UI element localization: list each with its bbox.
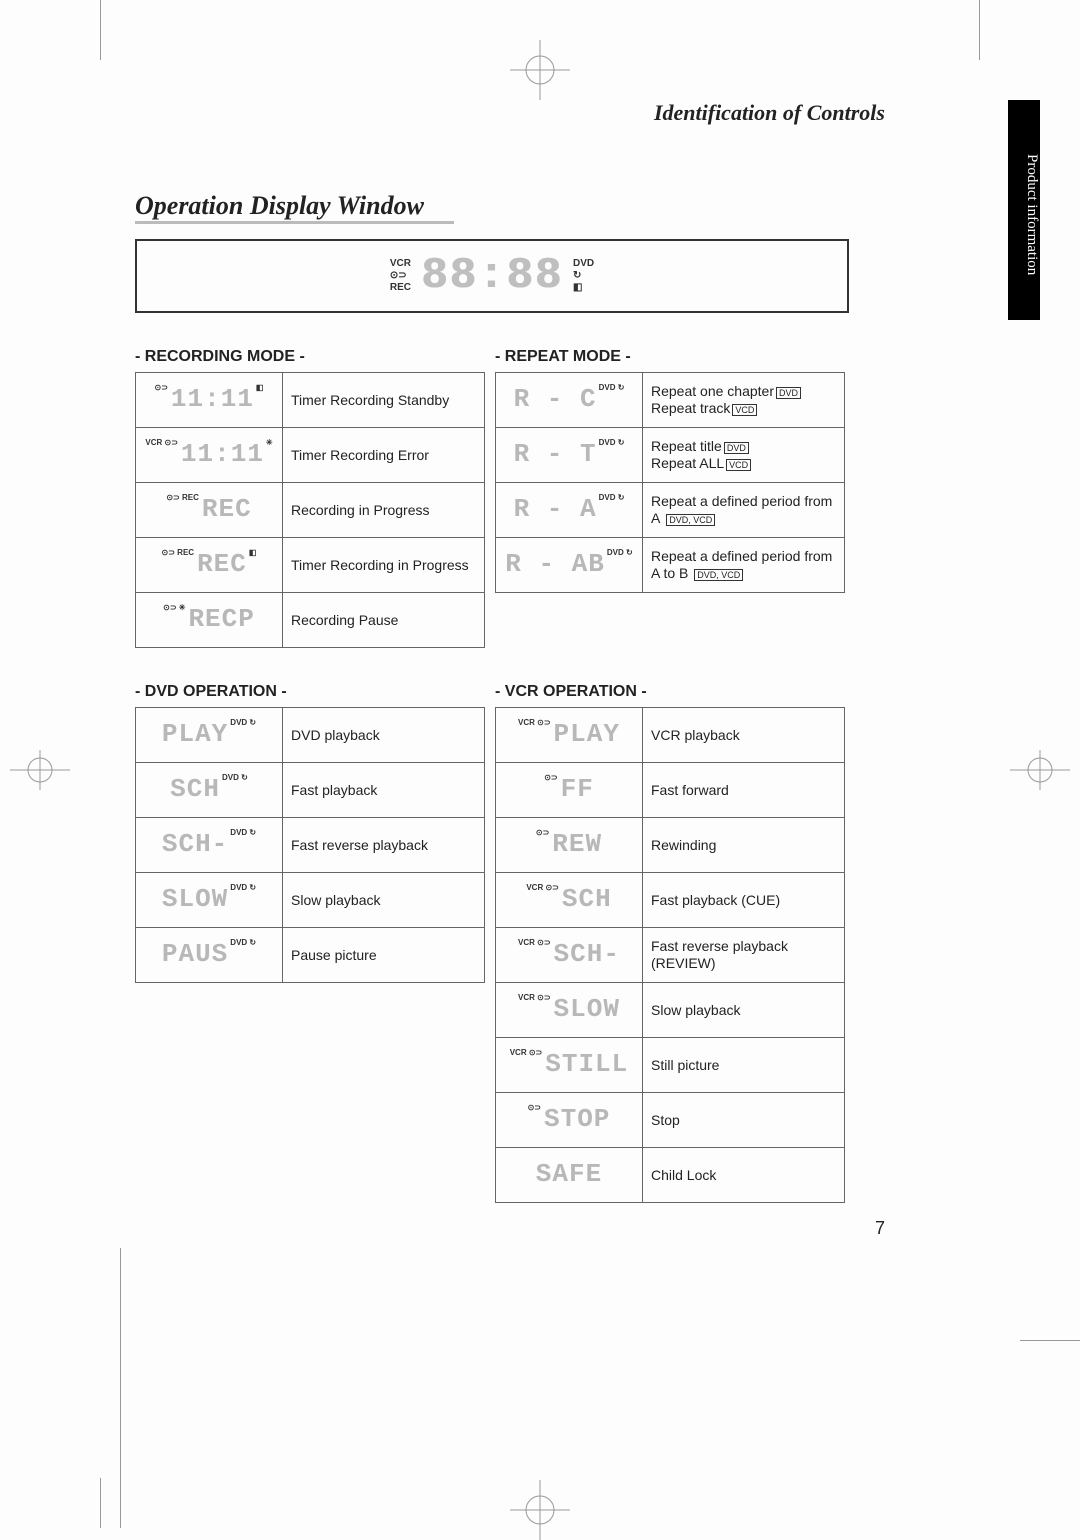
crop-line <box>120 1248 121 1528</box>
row-label: Slow playback <box>283 873 485 928</box>
recording-title: - RECORDING MODE - <box>135 348 495 366</box>
table-row: SAFEChild Lock <box>496 1148 845 1203</box>
row-label: Child Lock <box>643 1148 845 1203</box>
indicator-rec: REC <box>390 282 411 294</box>
page-number: 7 <box>135 1218 885 1239</box>
table-row: ⊙⊃11:11◧Timer Recording Standby <box>136 373 485 428</box>
row-label: Fast reverse playback (REVIEW) <box>643 928 845 983</box>
row-label: Timer Recording Standby <box>283 373 485 428</box>
table-row: VCR ⊙⊃PLAYVCR playback <box>496 708 845 763</box>
table-row: ⊙⊃ RECREC◧Timer Recording in Progress <box>136 538 485 593</box>
table-row: ⊙⊃FFFast forward <box>496 763 845 818</box>
table-row: VCR ⊙⊃SLOWSlow playback <box>496 983 845 1038</box>
vcr-table: VCR ⊙⊃PLAYVCR playback ⊙⊃FFFast forward … <box>495 707 845 1203</box>
indicator-vcr: VCR <box>390 258 411 270</box>
row-label: Repeat one chapterDVDRepeat trackVCD <box>643 373 845 428</box>
section-title: Operation Display Window <box>135 191 454 224</box>
row-label: Repeat a defined period from A DVD, VCD <box>643 483 845 538</box>
indicator-timer-icon: ◧ <box>573 282 582 294</box>
side-tab-label: Product information <box>1024 154 1040 275</box>
lcd-main-display: VCR ⊙⊃ REC 88:88 DVD ↻ ◧ <box>135 239 849 313</box>
breadcrumb: Identification of Controls <box>135 100 885 126</box>
table-row: SCHDVD ↻Fast playback <box>136 763 485 818</box>
table-row: VCR ⊙⊃SCH-Fast reverse playback (REVIEW) <box>496 928 845 983</box>
registration-mark-left <box>10 750 70 790</box>
recording-table: ⊙⊃11:11◧Timer Recording Standby VCR ⊙⊃11… <box>135 372 485 648</box>
crop-line <box>979 0 980 60</box>
registration-mark-right <box>1010 750 1070 790</box>
row-label: DVD playback <box>283 708 485 763</box>
table-row: R - CDVD ↻Repeat one chapterDVDRepeat tr… <box>496 373 845 428</box>
repeat-title: - REPEAT MODE - <box>495 348 855 366</box>
row-label: Recording Pause <box>283 593 485 648</box>
row-label: Timer Recording in Progress <box>283 538 485 593</box>
row-label: Fast reverse playback <box>283 818 485 873</box>
table-row: ⊙⊃ ✳RECPRecording Pause <box>136 593 485 648</box>
repeat-table: R - CDVD ↻Repeat one chapterDVDRepeat tr… <box>495 372 845 593</box>
table-row: PLAYDVD ↻DVD playback <box>136 708 485 763</box>
lcd-left-indicators: VCR ⊙⊃ REC <box>390 258 411 294</box>
crop-line <box>1020 1340 1080 1341</box>
registration-mark-bottom <box>510 1480 570 1540</box>
table-row: R - ABDVD ↻Repeat a defined period from … <box>496 538 845 593</box>
row-label: VCR playback <box>643 708 845 763</box>
side-tab: Product information <box>1008 100 1040 320</box>
table-row: SCH-DVD ↻Fast reverse playback <box>136 818 485 873</box>
row-label: Still picture <box>643 1038 845 1093</box>
row-label: Repeat a defined period from A to B DVD,… <box>643 538 845 593</box>
lcd-right-indicators: DVD ↻ ◧ <box>573 258 594 294</box>
indicator-dvd: DVD <box>573 258 594 270</box>
indicator-repeat-icon: ↻ <box>573 270 581 282</box>
table-row: SLOWDVD ↻Slow playback <box>136 873 485 928</box>
vcr-op-title: - VCR OPERATION - <box>495 683 855 701</box>
table-row: VCR ⊙⊃11:11✳Timer Recording Error <box>136 428 485 483</box>
crop-line <box>100 1478 101 1528</box>
table-row: VCR ⊙⊃STILLStill picture <box>496 1038 845 1093</box>
dvd-table: PLAYDVD ↻DVD playback SCHDVD ↻Fast playb… <box>135 707 485 983</box>
lcd-digits: 88:88 <box>421 254 563 298</box>
row-label: Fast playback <box>283 763 485 818</box>
row-label: Pause picture <box>283 928 485 983</box>
row-label: Rewinding <box>643 818 845 873</box>
table-row: R - TDVD ↻Repeat titleDVDRepeat ALLVCD <box>496 428 845 483</box>
row-label: Recording in Progress <box>283 483 485 538</box>
indicator-tape-icon: ⊙⊃ <box>390 270 407 282</box>
table-row: ⊙⊃REWRewinding <box>496 818 845 873</box>
row-label: Slow playback <box>643 983 845 1038</box>
table-row: ⊙⊃ RECRECRecording in Progress <box>136 483 485 538</box>
table-row: ⊙⊃STOPStop <box>496 1093 845 1148</box>
crop-line <box>100 0 101 60</box>
row-label: Repeat titleDVDRepeat ALLVCD <box>643 428 845 483</box>
table-row: PAUSDVD ↻Pause picture <box>136 928 485 983</box>
row-label: Fast playback (CUE) <box>643 873 845 928</box>
row-label: Timer Recording Error <box>283 428 485 483</box>
table-row: R - ADVD ↻Repeat a defined period from A… <box>496 483 845 538</box>
dvd-op-title: - DVD OPERATION - <box>135 683 495 701</box>
row-label: Fast forward <box>643 763 845 818</box>
table-row: VCR ⊙⊃SCHFast playback (CUE) <box>496 873 845 928</box>
row-label: Stop <box>643 1093 845 1148</box>
